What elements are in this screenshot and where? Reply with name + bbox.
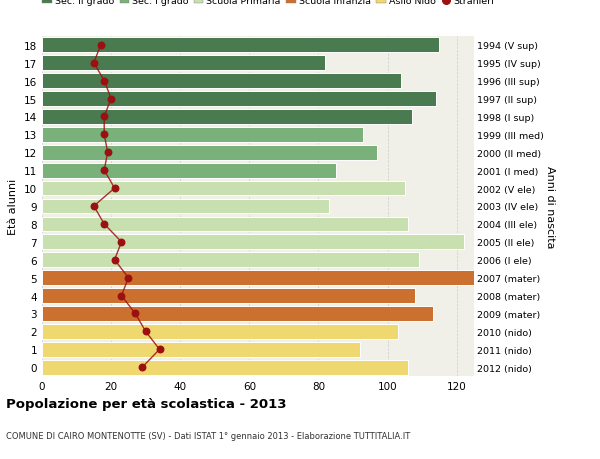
Point bbox=[100, 131, 109, 139]
Point bbox=[89, 203, 98, 210]
Point bbox=[116, 292, 126, 300]
Point bbox=[137, 364, 147, 371]
Bar bbox=[42, 325, 398, 339]
Bar bbox=[42, 342, 360, 357]
Bar bbox=[42, 199, 329, 214]
Bar bbox=[42, 360, 409, 375]
Point bbox=[131, 310, 140, 318]
Bar bbox=[42, 110, 412, 124]
Text: COMUNE DI CAIRO MONTENOTTE (SV) - Dati ISTAT 1° gennaio 2013 - Elaborazione TUTT: COMUNE DI CAIRO MONTENOTTE (SV) - Dati I… bbox=[6, 431, 410, 441]
Point bbox=[110, 257, 119, 264]
Point bbox=[155, 346, 164, 353]
Point bbox=[116, 239, 126, 246]
Bar bbox=[42, 271, 474, 285]
Point bbox=[103, 149, 112, 157]
Bar bbox=[42, 235, 464, 250]
Point bbox=[96, 42, 106, 49]
Point bbox=[124, 274, 133, 282]
Bar bbox=[42, 163, 336, 178]
Bar bbox=[42, 146, 377, 160]
Bar bbox=[42, 289, 415, 303]
Bar bbox=[42, 217, 409, 232]
Legend: Sec. II grado, Sec. I grado, Scuola Primaria, Scuola Infanzia, Asilo Nido, Stran: Sec. II grado, Sec. I grado, Scuola Prim… bbox=[43, 0, 494, 6]
Bar bbox=[42, 181, 405, 196]
Y-axis label: Anni di nascita: Anni di nascita bbox=[545, 165, 555, 248]
Point bbox=[106, 95, 116, 103]
Bar bbox=[42, 56, 325, 71]
Bar bbox=[42, 128, 364, 142]
Y-axis label: Età alunni: Età alunni bbox=[8, 179, 19, 235]
Point bbox=[100, 78, 109, 85]
Point bbox=[141, 328, 151, 336]
Point bbox=[100, 221, 109, 228]
Point bbox=[89, 60, 98, 67]
Bar bbox=[42, 307, 433, 321]
Bar bbox=[42, 39, 439, 53]
Point bbox=[100, 113, 109, 121]
Point bbox=[110, 185, 119, 192]
Bar bbox=[42, 74, 401, 89]
Bar bbox=[42, 92, 436, 106]
Bar bbox=[42, 253, 419, 268]
Point bbox=[100, 167, 109, 174]
Text: Popolazione per età scolastica - 2013: Popolazione per età scolastica - 2013 bbox=[6, 397, 287, 410]
